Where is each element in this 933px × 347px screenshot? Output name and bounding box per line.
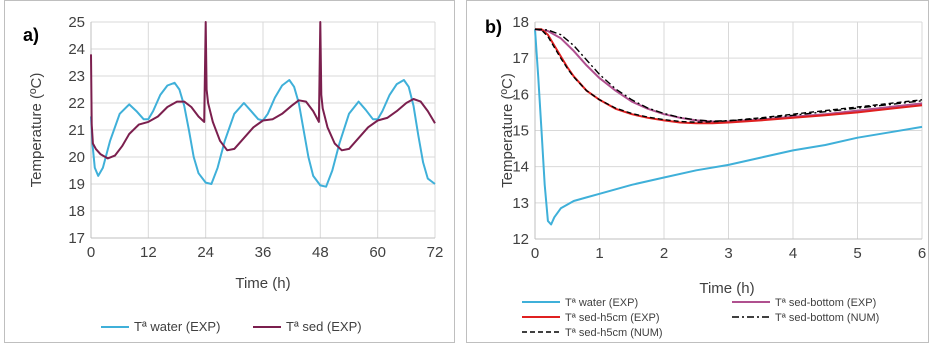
series-line-4 — [534, 28, 923, 122]
y-tick-label: 13 — [512, 195, 529, 212]
x-tick-label: 1 — [595, 245, 603, 262]
y-tick-label: 25 — [68, 14, 85, 31]
series-line-3 — [535, 28, 923, 125]
x-tick-label: 6 — [918, 245, 926, 262]
x-tick-label: 60 — [369, 244, 386, 261]
x-tick-label: 3 — [724, 245, 732, 262]
y-tick-label: 15 — [512, 123, 529, 140]
x-tick-label: 0 — [87, 244, 95, 261]
legend-label: Tª sed-bottom (EXP) — [775, 297, 876, 309]
x-tick-label: 2 — [660, 245, 668, 262]
x-tick-label: 12 — [140, 244, 157, 261]
x-tick-label: 5 — [853, 245, 861, 262]
x-tick-label: 48 — [312, 244, 329, 261]
x-axis-title: Time (h) — [699, 280, 754, 297]
y-tick-label: 21 — [68, 122, 85, 139]
series-line-5 — [534, 28, 923, 123]
x-tick-label: 72 — [427, 244, 444, 261]
chart-panel-b: 12 13 14 15 16 17 18 0 1 2 3 4 5 6 Time (h) Temperature… — [466, 0, 929, 343]
y-tick-label: 14 — [512, 159, 529, 176]
y-tick-label: 17 — [512, 50, 529, 67]
panel-label: b) — [485, 17, 502, 37]
y-tick-label: 22 — [68, 95, 85, 112]
legend-label: Tª sed-h5cm (NUM) — [565, 327, 663, 339]
y-tick-label: 16 — [512, 86, 529, 103]
y-tick-label: 20 — [68, 149, 85, 166]
legend-label: Tª sed-h5cm (EXP) — [565, 312, 660, 324]
y-tick-label: 12 — [512, 231, 529, 248]
x-tick-label: 0 — [531, 245, 539, 262]
x-tick-label: 4 — [789, 245, 797, 262]
x-axis-title: Time (h) — [235, 275, 290, 292]
y-axis-title: Temperature (ºC) — [499, 73, 516, 188]
legend-label: Tª sed (EXP) — [286, 319, 362, 334]
legend-label: Tª water (EXP) — [134, 319, 220, 334]
y-tick-label: 23 — [68, 68, 85, 85]
x-tick-label: 36 — [255, 244, 272, 261]
panel-label: a) — [23, 25, 39, 45]
y-axis-title: Temperature (ºC) — [28, 73, 45, 188]
chart-panel-a: 17 18 19 20 21 22 23 24 25 0 12 24 36 48 60 72 Time (h) T… — [4, 0, 455, 343]
y-tick-label: 18 — [512, 14, 529, 31]
series-line-1 — [534, 29, 923, 226]
y-tick-label: 18 — [68, 203, 85, 220]
series-line-2 — [90, 21, 436, 160]
y-tick-label: 19 — [68, 176, 85, 193]
legend-label: Tª sed-bottom (NUM) — [775, 312, 879, 324]
y-tick-label: 24 — [68, 41, 85, 58]
chart-a-svg: 17 18 19 20 21 22 23 24 25 0 12 24 36 48 60 72 Time (h) T… — [23, 14, 444, 334]
y-tick-label: 17 — [68, 230, 85, 247]
x-tick-label: 24 — [197, 244, 214, 261]
legend-label: Tª water (EXP) — [565, 297, 638, 309]
